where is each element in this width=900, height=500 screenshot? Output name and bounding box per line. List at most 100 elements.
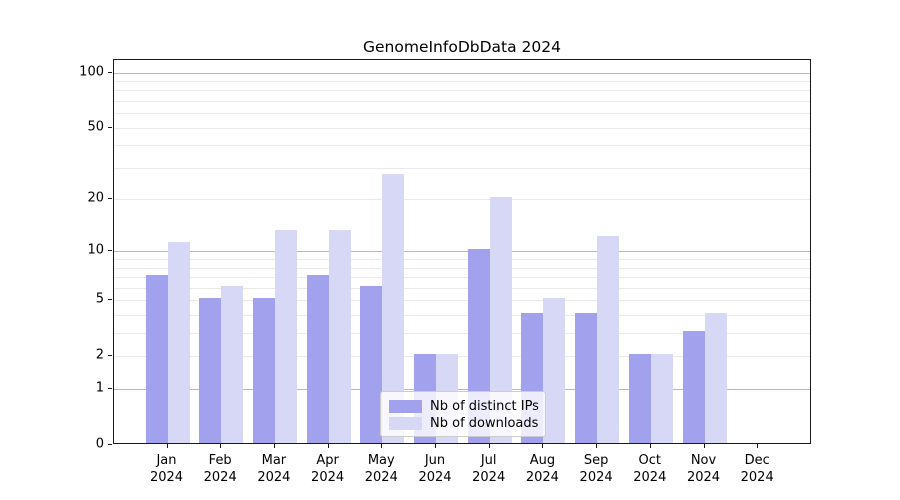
x-tick-mark-jun <box>435 444 436 448</box>
x-tick-label-aug: Aug 2024 <box>512 452 572 486</box>
bar-distinct-ips-nov <box>682 331 705 443</box>
legend: Nb of distinct IPs Nb of downloads <box>380 391 546 437</box>
bar-distinct-ips-mar <box>252 298 275 443</box>
y-tick-mark-0 <box>108 444 112 445</box>
x-tick-label-may: May 2024 <box>351 452 411 486</box>
gridline-minor-3 <box>114 333 810 335</box>
y-tick-mark-50 <box>108 126 112 128</box>
x-tick-mark-feb <box>220 444 222 448</box>
x-tick-year: 2024 <box>740 470 774 485</box>
gridline-minor-7 <box>114 277 810 279</box>
x-tick-month: Apr <box>316 453 339 468</box>
y-tick-label-2: 2 <box>95 347 104 363</box>
bar-downloads-jan <box>167 242 190 443</box>
bar-downloads-mar <box>274 230 297 443</box>
x-tick-month: Jun <box>424 453 446 468</box>
bar-downloads-sep <box>597 235 620 443</box>
legend-row-distinct-ips: Nb of distinct IPs <box>389 398 539 414</box>
x-tick-year: 2024 <box>149 470 184 485</box>
x-tick-mark-dec <box>757 444 759 448</box>
x-tick-mark-sep <box>596 444 598 448</box>
gridline-minor-20 <box>114 199 810 201</box>
x-tick-label-apr: Apr 2024 <box>298 452 358 486</box>
x-tick-mark-jul <box>488 444 490 448</box>
x-tick-mark-apr <box>327 444 329 448</box>
x-tick-month: Mar <box>261 453 287 468</box>
y-tick-label-20: 20 <box>87 190 104 206</box>
x-tick-mark-oct <box>649 444 651 448</box>
bar-distinct-ips-oct <box>628 354 651 443</box>
x-tick-label-nov: Nov 2024 <box>674 452 734 486</box>
gridline-minor-8 <box>114 267 810 269</box>
x-tick-label-jan: Jan 2024 <box>137 452 197 486</box>
bar-distinct-ips-may <box>360 285 383 443</box>
x-tick-year: 2024 <box>579 470 613 485</box>
x-tick-month: May <box>367 453 395 468</box>
y-tick-label-0: 0 <box>95 436 104 452</box>
y-tick-mark-20 <box>108 198 112 200</box>
x-tick-month: Nov <box>690 453 717 468</box>
y-tick-mark-1 <box>108 388 112 390</box>
bar-downloads-apr <box>328 230 351 443</box>
x-tick-month: Oct <box>638 453 662 468</box>
bar-downloads-oct <box>650 354 673 443</box>
bar-downloads-may <box>382 174 405 443</box>
gridline-major-1 <box>114 389 810 391</box>
gridline-minor-70 <box>114 100 810 102</box>
bar-downloads-jul <box>489 197 512 443</box>
y-tick-mark-10 <box>108 250 112 252</box>
y-tick-label-5: 5 <box>95 291 104 307</box>
y-tick-label-10: 10 <box>87 242 104 258</box>
x-tick-year: 2024 <box>311 470 345 485</box>
legend-swatch-distinct-ips <box>389 399 422 413</box>
x-tick-year: 2024 <box>257 470 291 485</box>
gridline-minor-80 <box>114 90 810 92</box>
x-tick-month: Feb <box>208 453 232 468</box>
y-tick-mark-100 <box>108 71 112 73</box>
x-tick-year: 2024 <box>418 470 452 485</box>
x-tick-month: Jul <box>480 453 497 468</box>
gridline-major-100 <box>114 72 810 74</box>
gridline-minor-60 <box>114 113 810 115</box>
gridline-major-10 <box>114 251 810 253</box>
y-tick-label-100: 100 <box>79 64 104 79</box>
gridline-minor-30 <box>114 167 810 169</box>
y-tick-mark-2 <box>108 355 112 357</box>
x-tick-year: 2024 <box>686 470 721 485</box>
chart-title: GenomeInfoDbData 2024 <box>363 38 561 56</box>
y-tick-label-50: 50 <box>87 119 104 135</box>
x-tick-label-mar: Mar 2024 <box>244 452 304 486</box>
x-tick-label-jul: Jul 2024 <box>459 452 519 486</box>
x-tick-month: Sep <box>583 453 609 468</box>
x-tick-mark-mar <box>273 444 275 448</box>
x-tick-mark-nov <box>703 444 705 448</box>
bar-downloads-aug <box>543 298 566 443</box>
x-tick-mark-may <box>381 444 383 448</box>
legend-label-downloads: Nb of downloads <box>430 415 539 431</box>
bar-distinct-ips-apr <box>306 275 329 443</box>
x-tick-year: 2024 <box>633 470 667 485</box>
gridline-minor-2 <box>114 356 810 358</box>
gridline-minor-9 <box>114 259 810 261</box>
x-tick-mark-jan <box>166 444 168 448</box>
gridline-minor-5 <box>114 300 810 302</box>
legend-row-downloads: Nb of downloads <box>389 415 539 431</box>
bar-downloads-nov <box>704 313 727 443</box>
bar-distinct-ips-jan <box>145 275 168 443</box>
y-tick-mark-5 <box>108 299 112 301</box>
bar-downloads-feb <box>221 285 244 443</box>
x-tick-month: Jan <box>156 453 177 468</box>
plot-area <box>113 59 811 444</box>
x-tick-mark-aug <box>542 444 544 448</box>
gridline-minor-40 <box>114 145 810 147</box>
y-tick-label-1: 1 <box>95 380 104 396</box>
x-tick-year: 2024 <box>525 470 559 485</box>
x-tick-label-oct: Oct 2024 <box>620 452 680 486</box>
legend-label-distinct-ips: Nb of distinct IPs <box>430 398 539 414</box>
x-tick-month: Aug <box>529 453 556 468</box>
bar-distinct-ips-sep <box>575 313 598 443</box>
x-tick-year: 2024 <box>203 470 237 485</box>
x-tick-year: 2024 <box>472 470 506 485</box>
bar-distinct-ips-feb <box>199 298 222 443</box>
